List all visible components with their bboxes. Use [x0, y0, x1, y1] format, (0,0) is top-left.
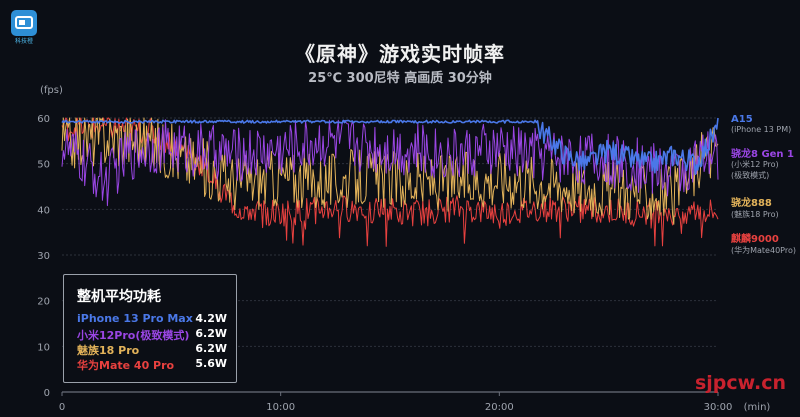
series-line: [61, 119, 719, 207]
y-tick-label: 40: [37, 205, 50, 216]
legend-series-sublabel: (魅族18 Pro): [731, 209, 779, 219]
x-tick-label: 30:00: [704, 402, 733, 413]
series-line: [61, 117, 719, 225]
brand-logo-icon: [9, 8, 39, 44]
power-panel-title: 整机平均功耗: [77, 289, 161, 305]
legend-series-name: A15: [731, 114, 753, 125]
power-row-device: 魅族18 Pro: [77, 344, 140, 357]
y-axis-label: (fps): [40, 85, 63, 96]
y-tick-label: 60: [37, 114, 50, 125]
power-row-device: 华为Mate 40 Pro: [77, 359, 175, 372]
power-row-value: 5.6W: [195, 357, 227, 370]
power-row-device: 小米12Pro(极致模式): [77, 329, 190, 342]
y-tick-label: 50: [37, 160, 50, 171]
legend-series-name: 骁龙888: [731, 196, 772, 209]
chart-title: 《原神》游戏实时帧率: [295, 42, 505, 66]
x-tick-label: 20:00: [485, 402, 514, 413]
legend-series-sublabel: (华为Mate40Pro): [731, 245, 796, 255]
legend-series-sublabel: (极致模式): [731, 170, 769, 180]
power-row-device: iPhone 13 Pro Max: [77, 312, 193, 325]
x-tick-label: 10:00: [266, 402, 295, 413]
series-line: [61, 117, 719, 176]
power-row-value: 6.2W: [195, 342, 227, 355]
power-row-value: 4.2W: [195, 312, 227, 325]
legend-series-name: 麒麟9000: [731, 232, 779, 245]
y-tick-label: 10: [37, 342, 50, 353]
legend-series-sublabel: (小米12 Pro): [731, 159, 779, 169]
site-watermark: sjpcw.cn: [694, 372, 786, 394]
power-row-value: 6.2W: [195, 327, 227, 340]
legend-series-sublabel: (iPhone 13 PM): [731, 125, 791, 134]
y-tick-label: 0: [44, 388, 50, 399]
y-tick-label: 20: [37, 297, 50, 308]
x-tick-label: 0: [59, 402, 65, 413]
power-consumption-panel: 整机平均功耗 iPhone 13 Pro Max 4.2W 小米12Pro(极致…: [63, 274, 237, 383]
x-axis-label: (min): [744, 402, 771, 413]
chart-subtitle: 25℃ 300尼特 高画质 30分钟: [308, 71, 492, 86]
legend-series-name: 骁龙8 Gen 1: [731, 147, 794, 160]
y-tick-label: 30: [37, 251, 50, 262]
brand-logo-text: 科技橙: [14, 38, 33, 45]
